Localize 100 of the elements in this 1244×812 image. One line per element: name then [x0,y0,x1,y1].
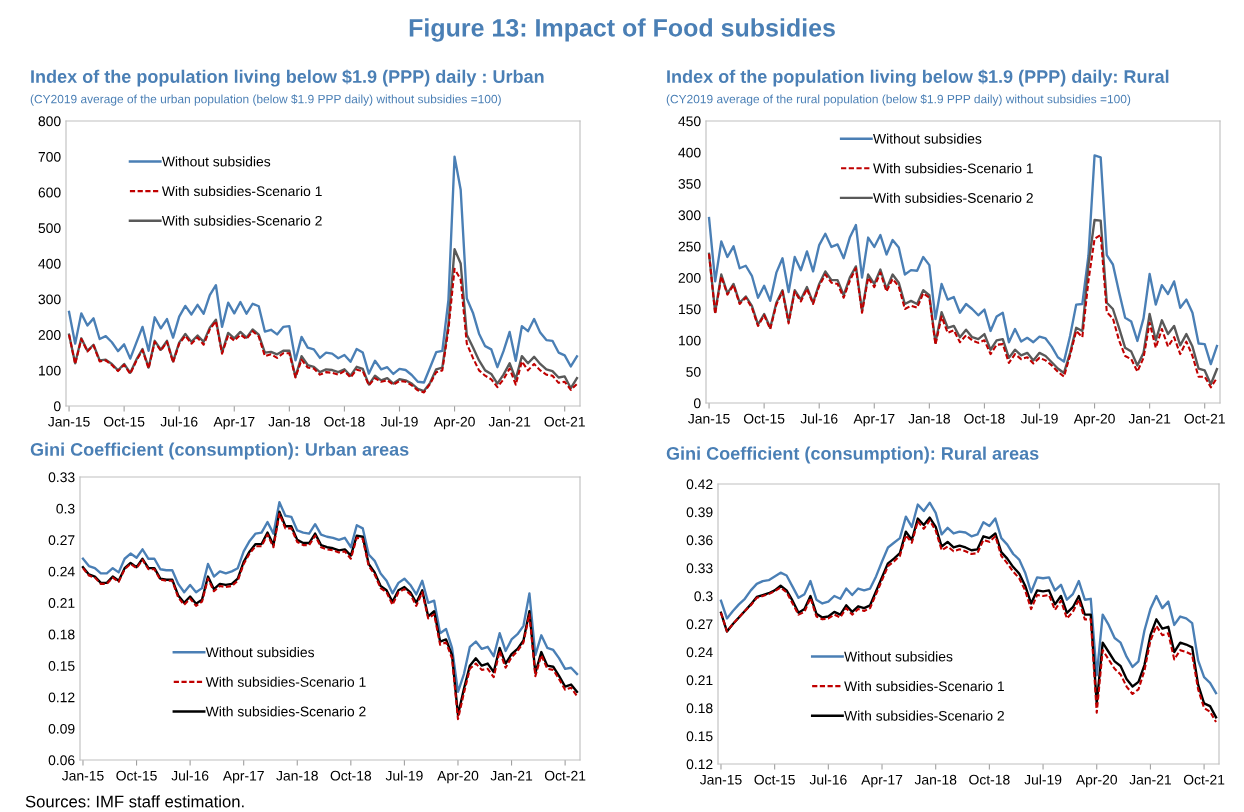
y-tick-label: 350 [678,179,701,189]
y-tick-label: 0.12 [686,759,713,770]
y-tick-label: 0.3 [694,591,713,602]
x-tick-label: Oct-15 [743,413,785,424]
x-tick-label: Oct-18 [964,413,1005,424]
line-series [707,154,1219,366]
y-tick-label: 0.33 [686,563,713,574]
y-tick-label: 0.18 [686,703,713,714]
x-tick-label: Jan-15 [48,416,90,427]
y-tick-label: 0 [693,398,701,409]
chart-title: Gini Coefficient (consumption): Urban areas [30,442,409,460]
y-tick-label: 0.3 [56,503,75,514]
y-tick-label: 300 [678,210,701,221]
x-tick-label: Apr-20 [437,770,479,784]
x-tick-label: Jan-18 [914,774,957,785]
legend-label: Without subsidies [205,647,315,658]
x-tick-label: Oct-15 [103,416,145,427]
x-tick-label: Jan-21 [488,416,531,427]
source-note: Sources: IMF staff estimation. [25,795,244,808]
x-tick-label: Jul-16 [809,774,847,785]
y-tick-label: 100 [679,335,701,346]
y-tick-label: 0.15 [686,731,713,742]
legend-label: With subsidies-Scenario 2 [205,706,366,717]
x-tick-label: Oct-18 [324,416,365,427]
legend-label: Without subsidies [844,651,953,662]
y-tick-label: 400 [38,258,61,269]
x-tick-label: Jan-21 [490,770,533,781]
x-tick-label: Jan-15 [61,770,104,781]
y-tick-label: 0.33 [48,472,75,483]
x-tick-label: Apr-20 [1073,413,1115,427]
x-tick-label: Jan-21 [1128,413,1171,424]
y-tick-label: 0.27 [48,535,75,546]
legend-label: With subsidies-Scenario 1 [205,676,366,687]
y-tick-label: 50 [686,367,701,377]
x-tick-label: Jul-16 [171,770,209,781]
y-tick-label: 0.18 [48,629,75,640]
y-tick-label: 200 [678,273,701,283]
x-tick-label: Jul-19 [1020,413,1058,424]
y-tick-label: 0.21 [48,598,75,608]
x-tick-label: Jan-21 [1129,774,1171,785]
x-tick-label: Oct-21 [544,416,585,427]
y-tick-label: 500 [38,223,61,234]
y-tick-label: 0.24 [48,566,75,577]
y-tick-label: 200 [38,330,61,340]
y-tick-label: 100 [39,365,61,376]
x-tick-label: Apr-17 [222,770,264,784]
chart-subtitle: (CY2019 average of the rural population (below $1.9 PPP daily) without subsidies =100) [666,94,1131,106]
y-tick-label: 0.06 [48,755,75,766]
y-tick-label: 0 [53,401,61,412]
line-series [81,500,579,694]
y-tick-label: 0.21 [686,675,713,686]
x-tick-label: Oct-21 [544,770,586,781]
x-tick-label: Oct-21 [1183,774,1225,785]
x-tick-label: Apr-17 [213,416,255,430]
legend-label: With subsidies-Scenario 1 [161,185,322,197]
x-tick-label: Jan-15 [699,774,742,785]
x-tick-label: Jul-16 [160,416,198,427]
y-tick-label: 800 [38,116,61,127]
y-tick-label: 250 [678,241,701,252]
caption: Figure 13: Impact of Food subsidies [409,18,835,42]
x-tick-label: Apr-20 [433,416,475,430]
y-tick-label: 300 [38,294,61,305]
chart-title: Index of the population living below $1.9 (PPP) daily: Rural [667,69,1169,87]
x-tick-label: Apr-20 [1075,774,1118,788]
x-tick-label: Jul-19 [380,416,418,427]
y-tick-label: 0.15 [48,661,75,671]
y-tick-label: 700 [38,151,61,162]
y-tick-label: 0.39 [686,507,713,518]
x-tick-label: Jul-16 [800,413,838,424]
x-tick-label: Jan-15 [688,413,730,424]
x-tick-label: Jul-19 [385,770,423,781]
x-tick-label: Oct-21 [1184,413,1225,424]
y-tick-label: 0.36 [686,535,713,546]
line-series [67,155,579,384]
legend-label: With subsidies-Scenario 2 [161,215,322,226]
chart-title: Gini Coefficient (consumption): Rural areas [666,446,1039,464]
x-tick-label: Jul-19 [1024,774,1062,785]
legend-label: Without subsidies [873,133,982,144]
y-tick-label: 450 [678,116,701,127]
y-tick-label: 150 [679,304,701,315]
x-tick-label: Apr-17 [853,413,895,427]
y-tick-label: 600 [38,187,61,198]
x-tick-label: Jan-18 [908,413,950,424]
y-tick-label: 0.12 [48,692,75,703]
legend-label: With subsidies-Scenario 2 [844,710,1004,721]
x-tick-label: Jan-18 [268,416,310,427]
legend-label: Without subsidies [161,156,271,167]
chart-subtitle: (CY2019 average of the urban population (below $1.9 PPP daily) without subsidies =100) [30,94,501,106]
legend-label: With subsidies-Scenario 1 [873,163,1033,174]
legend-label: With subsidies-Scenario 1 [844,680,1004,692]
x-tick-label: Apr-17 [861,774,903,788]
y-tick-label: 0.42 [686,479,713,490]
x-tick-label: Oct-15 [116,770,157,781]
line-series [719,501,1218,695]
legend-label: With subsidies-Scenario 2 [873,192,1033,203]
x-tick-label: Oct-18 [969,774,1010,785]
x-tick-label: Oct-15 [754,774,795,785]
x-tick-label: Jan-18 [276,770,318,781]
x-tick-label: Oct-18 [330,770,372,781]
y-tick-label: 400 [678,147,701,158]
